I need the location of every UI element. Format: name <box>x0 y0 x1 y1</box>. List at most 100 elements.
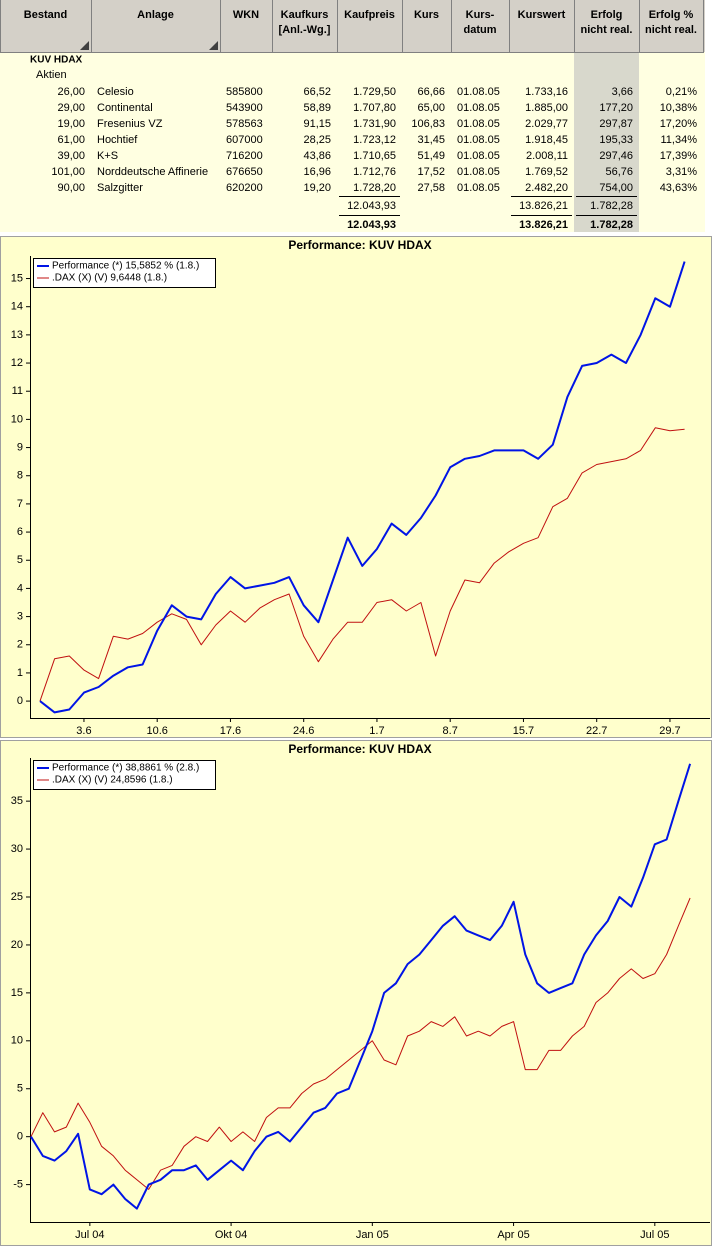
column-header: WKN <box>233 9 259 21</box>
sum-cell: 1.782,28 <box>590 219 633 231</box>
cell: 31,45 <box>417 134 445 146</box>
y-tick-label: 30 <box>11 843 23 855</box>
cell: 27,58 <box>417 182 445 194</box>
y-tick-label: 10 <box>11 1035 23 1047</box>
cell: K+S <box>97 150 118 162</box>
cell: Salzgitter <box>97 182 143 194</box>
y-tick-label: 0 <box>17 695 23 707</box>
series-line <box>39 427 685 702</box>
y-tick-label: 15 <box>11 987 23 999</box>
cell: 11,34% <box>661 134 698 146</box>
cell: 585800 <box>226 86 263 98</box>
cell: 716200 <box>226 150 263 162</box>
cell: 01.08.05 <box>457 166 500 178</box>
cell: 65,00 <box>417 102 445 114</box>
y-tick-label: 0 <box>17 1131 23 1143</box>
cell: 1.731,90 <box>353 118 396 130</box>
x-tick-label: 8.7 <box>443 725 458 737</box>
sum-cell: 12.043,93 <box>347 219 396 231</box>
cell: 56,76 <box>605 166 633 178</box>
x-tick-label: 22.7 <box>586 725 607 737</box>
cell: 195,33 <box>599 134 633 146</box>
y-tick-label: 25 <box>11 891 23 903</box>
x-tick-label: 3.6 <box>76 725 91 737</box>
y-tick-label: 4 <box>17 582 23 594</box>
y-tick-label: 13 <box>11 329 23 341</box>
x-tick-label: 10.6 <box>146 725 167 737</box>
cell: Continental <box>97 102 153 114</box>
cell: 01.08.05 <box>457 118 500 130</box>
chart-panel <box>0 236 712 738</box>
legend-box <box>33 760 216 790</box>
cell: 3,31% <box>666 166 697 178</box>
column-header: Kurswert <box>518 9 566 21</box>
cell: 3,66 <box>612 86 633 98</box>
chart-title: Performance: KUV HDAX <box>288 742 431 756</box>
x-tick-label: Okt 04 <box>215 1229 247 1241</box>
cell: 01.08.05 <box>457 102 500 114</box>
y-tick-label: 5 <box>17 554 23 566</box>
column-header: nicht real. <box>581 24 633 36</box>
column-header: Kurs- <box>466 9 495 21</box>
sort-icon <box>209 41 218 50</box>
cell: 297,46 <box>599 150 633 162</box>
cell: 01.08.05 <box>457 182 500 194</box>
legend-label: .DAX (X) (V) 24,8596 (1.8.) <box>52 775 173 786</box>
y-tick-label: 9 <box>17 441 23 453</box>
cell: Celesio <box>97 86 134 98</box>
cell: 1.707,80 <box>353 102 396 114</box>
column-header: Erfolg <box>591 9 623 21</box>
x-tick-label: 17.6 <box>220 725 241 737</box>
cell: 28,25 <box>303 134 331 146</box>
cell: 51,49 <box>417 150 445 162</box>
sum-cell: 12.043,93 <box>347 200 396 212</box>
group-label: KUV HDAX <box>30 55 83 66</box>
cell: 58,89 <box>303 102 331 114</box>
cell: Hochtief <box>97 134 138 146</box>
legend-label: .DAX (X) (V) 9,6448 (1.8.) <box>52 273 167 284</box>
cell: Norddeutsche Affinerie <box>97 166 208 178</box>
column-header: Kaufkurs <box>281 9 329 21</box>
x-tick-label: Jul 05 <box>640 1229 669 1241</box>
cell: 91,15 <box>303 118 331 130</box>
y-tick-label: 2 <box>17 639 23 651</box>
table-header-background <box>0 0 705 52</box>
cell: 16,96 <box>303 166 331 178</box>
sum-cell: 1.782,28 <box>590 200 633 212</box>
cell: 66,52 <box>303 86 331 98</box>
series-line <box>39 261 686 714</box>
cell: 01.08.05 <box>457 150 500 162</box>
y-tick-label: 15 <box>11 272 23 284</box>
cell: 17,52 <box>417 166 445 178</box>
cell: 1.728,20 <box>353 182 396 194</box>
x-tick-label: 29.7 <box>659 725 680 737</box>
cell: 297,87 <box>599 118 633 130</box>
column-header: Kaufpreis <box>344 9 395 21</box>
column-header: Bestand <box>24 9 67 21</box>
cell: 2.029,77 <box>525 118 568 130</box>
y-tick-label: 8 <box>17 470 23 482</box>
column-header: Erfolg % <box>649 9 694 21</box>
y-tick-label: 6 <box>17 526 23 538</box>
y-tick-label: 12 <box>11 357 23 369</box>
chart-title: Performance: KUV HDAX <box>288 238 431 252</box>
cell: 2.482,20 <box>525 182 568 194</box>
sort-icon <box>80 41 89 50</box>
cell: 43,63% <box>660 182 698 194</box>
column-header: datum <box>464 24 497 36</box>
cell: 754,00 <box>599 182 633 194</box>
sum-cell: 13.826,21 <box>519 219 568 231</box>
cell: 620200 <box>226 182 263 194</box>
legend-box <box>33 258 216 288</box>
cell: 1.733,16 <box>525 86 568 98</box>
x-tick-label: 1.7 <box>369 725 384 737</box>
y-tick-label: 10 <box>11 413 23 425</box>
x-tick-label: 15.7 <box>513 725 534 737</box>
x-tick-label: Jan 05 <box>356 1229 389 1241</box>
x-tick-label: 24.6 <box>293 725 314 737</box>
cell: 2.008,11 <box>526 150 568 162</box>
series-line <box>30 763 692 1210</box>
cell: 61,00 <box>57 134 85 146</box>
